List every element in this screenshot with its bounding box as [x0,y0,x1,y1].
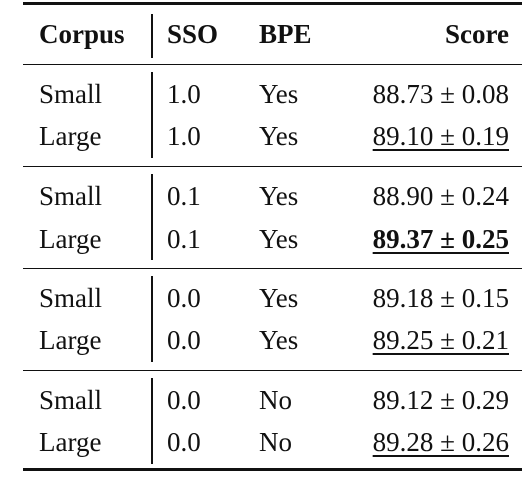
row-sso: 0.0 [167,385,201,415]
group-1-divider [151,72,153,158]
header-corpus: Corpus [39,19,125,49]
row-score: 88.73 ± 0.08 [372,79,509,109]
group-2-rule [23,268,522,270]
row-score-underlined: 89.10 ± 0.19 [372,121,509,151]
row-corpus: Small [39,385,103,415]
row-corpus: Large [39,325,102,355]
row-corpus: Large [39,121,102,151]
row-score-underlined: 89.25 ± 0.21 [372,325,509,355]
row-sso: 0.1 [167,181,201,211]
row-bpe: Yes [259,79,299,109]
header-rule [23,64,522,66]
row-corpus: Large [39,224,102,254]
row-score-underlined: 89.28 ± 0.26 [372,427,509,457]
group-3-divider [151,276,153,362]
row-sso: 0.0 [167,427,201,457]
row-score: 88.90 ± 0.24 [372,181,509,211]
row-bpe: Yes [259,121,299,151]
row-bpe: No [259,385,292,415]
row-sso: 0.1 [167,224,201,254]
row-corpus: Small [39,283,103,313]
row-bpe: No [259,427,292,457]
row-corpus: Small [39,181,103,211]
row-sso: 1.0 [167,79,201,109]
header-sso: SSO [167,19,219,49]
header-score: Score [445,19,509,49]
row-score: 89.12 ± 0.29 [372,385,509,415]
row-bpe: Yes [259,325,299,355]
row-corpus: Small [39,79,103,109]
results-table: Corpus SSO BPE Score Small 1.0 Yes 88.73… [23,2,522,472]
top-rule [23,2,522,5]
group-4-divider [151,378,153,464]
group-1-rule [23,166,522,168]
row-sso: 0.0 [167,325,201,355]
row-bpe: Yes [259,283,299,313]
row-score-best: 89.37 ± 0.25 [372,224,509,254]
row-sso: 1.0 [167,121,201,151]
group-3-rule [23,370,522,372]
row-score: 89.18 ± 0.15 [372,283,509,313]
row-bpe: Yes [259,224,299,254]
bottom-rule [23,468,522,471]
group-2-divider [151,174,153,260]
header-bpe: BPE [259,19,312,49]
row-corpus: Large [39,427,102,457]
header-divider [151,14,153,58]
row-bpe: Yes [259,181,299,211]
row-sso: 0.0 [167,283,201,313]
